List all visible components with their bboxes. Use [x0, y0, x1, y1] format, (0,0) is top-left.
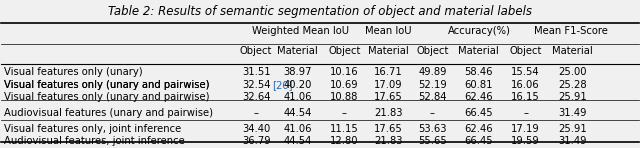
- Text: 17.65: 17.65: [374, 92, 403, 102]
- Text: 55.65: 55.65: [418, 136, 447, 146]
- Text: –: –: [342, 108, 347, 118]
- Text: 11.15: 11.15: [330, 124, 358, 133]
- Text: 66.45: 66.45: [464, 108, 493, 118]
- Text: Weighted Mean IoU: Weighted Mean IoU: [252, 26, 349, 36]
- Text: 66.45: 66.45: [464, 136, 493, 146]
- Text: 21.83: 21.83: [374, 136, 403, 146]
- Text: 32.64: 32.64: [242, 92, 270, 102]
- Text: Audiovisual features (unary and pairwise): Audiovisual features (unary and pairwise…: [4, 108, 213, 118]
- Text: 16.15: 16.15: [511, 92, 540, 102]
- Text: Material: Material: [368, 46, 409, 56]
- Text: 62.46: 62.46: [464, 92, 493, 102]
- Text: Visual features only, joint inference: Visual features only, joint inference: [4, 124, 181, 133]
- Text: 31.49: 31.49: [558, 136, 586, 146]
- Text: Audiovisual features, joint inference: Audiovisual features, joint inference: [4, 136, 184, 146]
- Text: 40.20: 40.20: [284, 80, 312, 90]
- Text: 52.84: 52.84: [418, 92, 447, 102]
- Text: 49.89: 49.89: [418, 67, 447, 77]
- Text: Material: Material: [277, 46, 318, 56]
- Text: 60.81: 60.81: [464, 80, 493, 90]
- Text: 58.46: 58.46: [464, 67, 493, 77]
- Text: –: –: [523, 108, 528, 118]
- Text: Object: Object: [328, 46, 360, 56]
- Text: Visual features only (unary and pairwise): Visual features only (unary and pairwise…: [4, 80, 212, 90]
- Text: –: –: [430, 108, 435, 118]
- Text: 41.06: 41.06: [284, 124, 312, 133]
- Text: Mean IoU: Mean IoU: [365, 26, 412, 36]
- Text: 25.91: 25.91: [558, 92, 587, 102]
- Text: 25.00: 25.00: [558, 67, 586, 77]
- Text: 19.59: 19.59: [511, 136, 540, 146]
- Text: [20]: [20]: [273, 80, 293, 90]
- Text: 21.83: 21.83: [374, 108, 403, 118]
- Text: Visual features only (unary): Visual features only (unary): [4, 67, 143, 77]
- Text: 36.79: 36.79: [242, 136, 271, 146]
- Text: 17.19: 17.19: [511, 124, 540, 133]
- Text: Mean F1-Score: Mean F1-Score: [534, 26, 608, 36]
- Text: 10.16: 10.16: [330, 67, 358, 77]
- Text: 17.09: 17.09: [374, 80, 403, 90]
- Text: Material: Material: [552, 46, 593, 56]
- Text: 44.54: 44.54: [284, 136, 312, 146]
- Text: Visual features only (unary and pairwise): Visual features only (unary and pairwise…: [4, 92, 209, 102]
- Text: Accuracy(%): Accuracy(%): [447, 26, 511, 36]
- Text: 34.40: 34.40: [242, 124, 270, 133]
- Text: –: –: [253, 108, 259, 118]
- Text: 25.28: 25.28: [558, 80, 587, 90]
- Text: 10.69: 10.69: [330, 80, 358, 90]
- Text: Object: Object: [240, 46, 273, 56]
- Text: 53.63: 53.63: [418, 124, 447, 133]
- Text: 62.46: 62.46: [464, 124, 493, 133]
- Text: Visual features only (unary and pairwise): Visual features only (unary and pairwise…: [4, 80, 212, 90]
- Text: 32.54: 32.54: [242, 80, 270, 90]
- Text: 12.80: 12.80: [330, 136, 358, 146]
- Text: 38.97: 38.97: [284, 67, 312, 77]
- Text: Material: Material: [458, 46, 499, 56]
- Text: 52.19: 52.19: [418, 80, 447, 90]
- Text: 25.91: 25.91: [558, 124, 587, 133]
- Text: 41.06: 41.06: [284, 92, 312, 102]
- Text: 17.65: 17.65: [374, 124, 403, 133]
- Text: Table 2: Results of semantic segmentation of object and material labels: Table 2: Results of semantic segmentatio…: [108, 5, 532, 18]
- Text: 15.54: 15.54: [511, 67, 540, 77]
- Text: Object: Object: [509, 46, 542, 56]
- Text: 16.71: 16.71: [374, 67, 403, 77]
- Text: 44.54: 44.54: [284, 108, 312, 118]
- Text: 31.51: 31.51: [242, 67, 271, 77]
- Text: Object: Object: [416, 46, 449, 56]
- Text: 10.88: 10.88: [330, 92, 358, 102]
- Text: 16.06: 16.06: [511, 80, 540, 90]
- Text: 31.49: 31.49: [558, 108, 586, 118]
